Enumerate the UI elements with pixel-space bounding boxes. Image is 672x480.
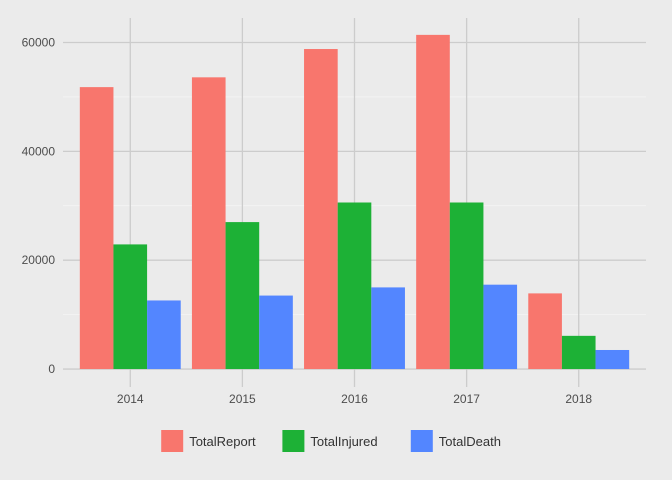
bar-TotalInjured-2016 [337,202,372,370]
bar-TotalInjured-2014 [113,244,148,370]
x-tick-label: 2015 [229,392,256,406]
bar-TotalDeath-2015 [259,295,293,370]
bar-TotalDeath-2017 [483,284,518,370]
x-tick-label: 2017 [453,392,480,406]
x-tick-label: 2016 [341,392,368,406]
legend-swatch-TotalReport [161,430,184,452]
bar-TotalDeath-2018 [595,349,630,370]
bar-TotalInjured-2017 [449,202,484,370]
x-tick-label: 2014 [117,392,144,406]
x-axis: 2014 2015 2016 2017 2018 [117,392,592,406]
legend-swatch-TotalInjured [282,430,305,452]
bar-TotalDeath-2016 [371,287,405,370]
bar-TotalReport-2016 [304,49,338,370]
x-tick-label: 2018 [565,392,592,406]
y-axis: 0 20000 40000 60000 [22,35,56,376]
y-tick-label: 60000 [22,35,56,49]
bar-TotalReport-2018 [528,293,562,370]
legend: TotalReport TotalInjured TotalDeath [161,430,501,452]
legend-label-TotalInjured: TotalInjured [310,434,377,449]
bar-TotalReport-2014 [79,87,114,370]
y-tick-label: 0 [48,362,55,376]
bar-TotalReport-2017 [416,34,450,370]
legend-label-TotalReport: TotalReport [189,434,256,449]
legend-label-TotalDeath: TotalDeath [439,434,501,449]
y-tick-label: 20000 [22,253,56,267]
bar-TotalInjured-2015 [225,222,260,370]
y-tick-label: 40000 [22,144,56,158]
bar-TotalReport-2015 [191,77,226,370]
bars [79,34,630,370]
bar-TotalInjured-2018 [561,335,596,370]
bar-TotalDeath-2014 [147,300,181,370]
legend-swatch-TotalDeath [410,430,433,452]
